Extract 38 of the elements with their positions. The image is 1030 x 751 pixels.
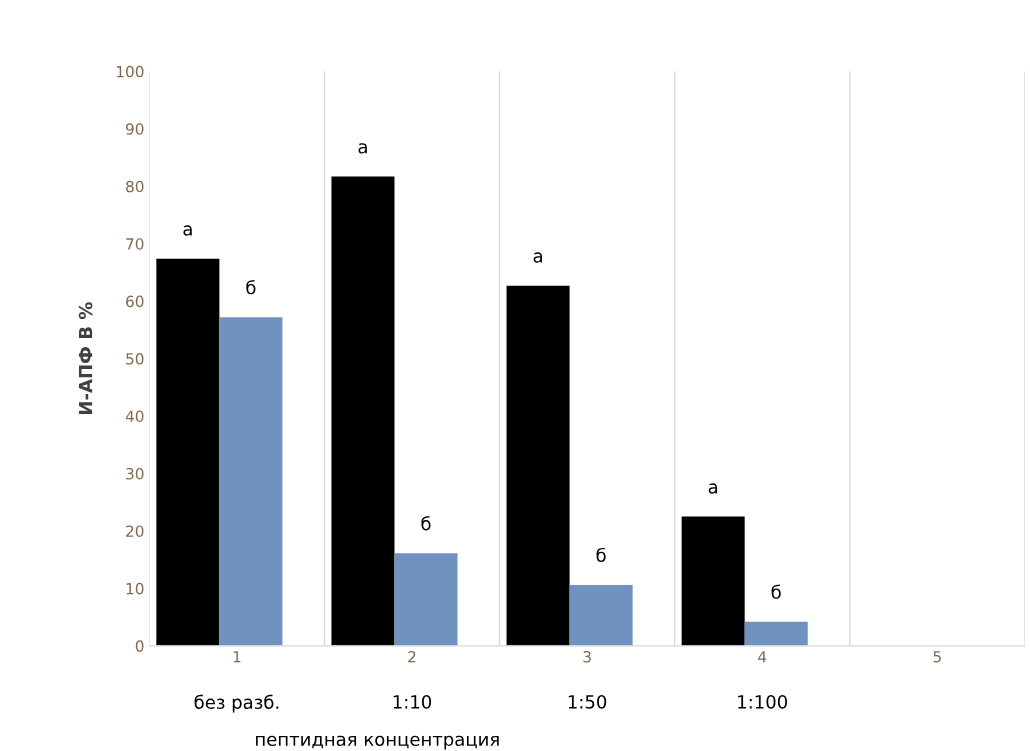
bar — [219, 317, 283, 646]
x-axis-title: пептидная концентрация — [256, 735, 499, 750]
annotation: б — [596, 547, 606, 563]
bar — [681, 516, 745, 646]
annotation: б — [771, 584, 781, 599]
text: 1:10 — [393, 695, 432, 709]
bar — [744, 621, 808, 646]
bar — [394, 553, 458, 646]
bar — [156, 258, 220, 646]
bar — [569, 584, 633, 646]
text: без разб. — [194, 694, 279, 713]
y-tick-label: 20 — [126, 525, 144, 537]
annotation: б — [246, 280, 256, 295]
y-tick-label: 80 — [126, 180, 144, 193]
y-tick-label: 10 — [126, 582, 144, 595]
y-axis-title: И-АПФ В % — [78, 302, 93, 414]
annotation: б — [421, 516, 431, 531]
x-tick-label: 3 — [583, 650, 591, 663]
x-tick-label: 5 — [933, 651, 941, 663]
x-tick-label: 4 — [758, 651, 767, 663]
x-tick-label: 1 — [233, 651, 241, 663]
y-tick-label: 30 — [126, 467, 144, 480]
y-tick-label: 90 — [126, 123, 144, 135]
annotation: а — [358, 143, 367, 154]
y-tick-label: 40 — [125, 410, 144, 423]
annotation: а — [533, 252, 542, 263]
y-tick-label: 100 — [117, 65, 144, 78]
y-tick-label: 50 — [126, 353, 144, 365]
y-tick-label: 70 — [126, 238, 144, 250]
text: 1:100 — [738, 695, 788, 709]
annotation: а — [708, 483, 718, 494]
text: 1:50 — [568, 695, 607, 709]
y-tick-label: 0 — [135, 640, 144, 652]
bar — [331, 176, 395, 646]
y-tick-label: 60 — [126, 295, 144, 308]
annotation: а — [183, 225, 192, 236]
bar — [506, 285, 570, 646]
x-tick-label: 2 — [408, 650, 416, 663]
